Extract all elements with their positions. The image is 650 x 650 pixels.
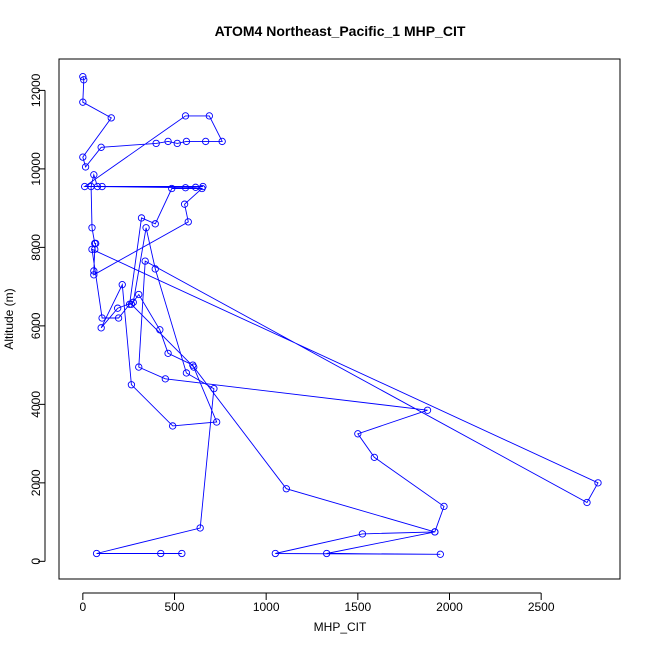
y-tick-label: 8000 [29,234,43,261]
data-point [151,220,159,228]
data-point [91,245,99,253]
data-point [169,422,177,430]
data-point [178,549,186,558]
data-point [182,369,191,377]
data-point [98,314,106,322]
data-point [81,163,90,171]
data-point [423,406,432,414]
data-point [184,218,192,226]
data-point [80,76,88,84]
data-point [196,524,204,532]
x-tick-label: 2500 [528,600,555,614]
y-tick-label: 4000 [29,391,43,418]
data-point [135,290,143,299]
data-point [282,485,290,493]
x-tick-label: 0 [79,600,86,614]
data-point [583,498,591,507]
data-point [90,171,98,179]
data-point [164,137,172,146]
y-tick-label: 6000 [29,312,43,339]
data-point [358,530,367,538]
data-point [210,385,218,393]
data-point [125,300,134,308]
x-tick-label: 500 [164,600,184,614]
data-point [182,137,191,146]
data-point [594,479,602,487]
y-tick-label: 0 [29,558,43,565]
data-point [202,137,210,146]
chart-title: ATOM4 Northeast_Pacific_1 MHP_CIT [215,23,466,39]
x-tick-label: 1500 [344,600,371,614]
data-point [436,550,444,558]
data-point [152,139,160,148]
x-tick-label: 1000 [253,600,280,614]
data-point [92,549,101,558]
data-point [127,381,136,389]
data-point [129,298,137,306]
data-point [97,143,105,151]
data-point [98,182,106,191]
data-point [157,549,165,558]
data-point [151,265,159,273]
y-tick-label: 12000 [29,73,43,107]
data-point [87,182,95,191]
data-point [164,349,172,357]
data-point [88,245,96,253]
data-series [79,73,602,558]
data-point [198,184,206,193]
data-point [354,430,362,438]
data-point [271,549,279,558]
data-point [90,267,98,275]
data-point [88,224,96,232]
data-point [181,112,190,120]
x-tick-label: 2000 [436,600,463,614]
data-point [114,314,123,322]
data-point [173,139,181,148]
data-point [189,361,197,369]
data-point [323,549,331,558]
data-point [107,114,115,122]
series-line [82,76,599,555]
data-point [79,153,87,161]
data-point [156,326,164,334]
x-axis-label: MHP_CIT [314,620,367,634]
data-point [79,98,87,106]
y-axis-label: Altitude (m) [2,288,16,349]
data-point [79,73,87,81]
data-point [431,528,439,536]
y-axis: 0 2000 4000 6000 8000 10000 12000 [29,73,46,565]
data-point [213,418,221,426]
plot-box [58,58,621,580]
data-point [135,363,143,371]
data-point [370,453,378,461]
y-tick-label: 10000 [29,152,43,186]
data-point [161,375,169,383]
data-point [118,281,126,289]
data-point [137,214,146,222]
data-point [127,300,136,308]
data-point [205,112,213,120]
data-point [218,137,226,146]
x-axis: 0 500 1000 1500 2000 2500 [79,592,555,614]
data-point [142,224,150,232]
data-point [141,257,149,265]
y-tick-label: 2000 [29,469,43,496]
data-point [181,184,190,192]
data-point [114,304,122,312]
data-point [440,502,448,511]
data-point [180,200,189,208]
data-point [168,184,176,193]
data-point [90,271,98,279]
data-point [97,324,105,332]
